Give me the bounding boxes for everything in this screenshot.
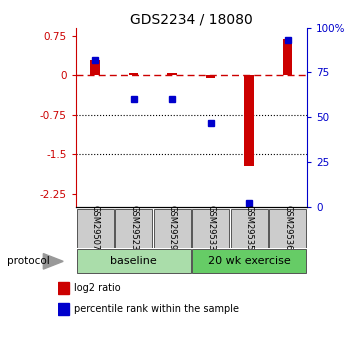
Text: log2 ratio: log2 ratio [74,283,121,293]
Bar [129,73,138,75]
Bar [206,75,216,78]
Bar [283,39,292,75]
Text: GSM29536: GSM29536 [283,205,292,250]
Bar [77,249,191,273]
Bar [77,209,114,248]
Text: GSM29533: GSM29533 [206,205,215,250]
Bar [153,209,191,248]
Polygon shape [43,254,63,269]
Bar [58,303,69,315]
Bar [269,209,306,248]
Text: percentile rank within the sample: percentile rank within the sample [74,304,239,314]
Bar [244,75,254,166]
Bar [192,249,306,273]
Text: baseline: baseline [110,256,157,266]
Text: GSM29529: GSM29529 [168,205,177,250]
Text: 20 wk exercise: 20 wk exercise [208,256,291,266]
Text: GSM29535: GSM29535 [245,205,253,250]
Bar [58,282,69,294]
Bar [192,209,229,248]
Bar [167,73,177,75]
Bar [231,209,268,248]
Title: GDS2234 / 18080: GDS2234 / 18080 [130,12,253,27]
Bar [115,209,152,248]
Text: GSM29523: GSM29523 [129,205,138,250]
Text: protocol: protocol [7,256,50,266]
Text: GSM29507: GSM29507 [91,205,100,250]
Bar [90,60,100,75]
